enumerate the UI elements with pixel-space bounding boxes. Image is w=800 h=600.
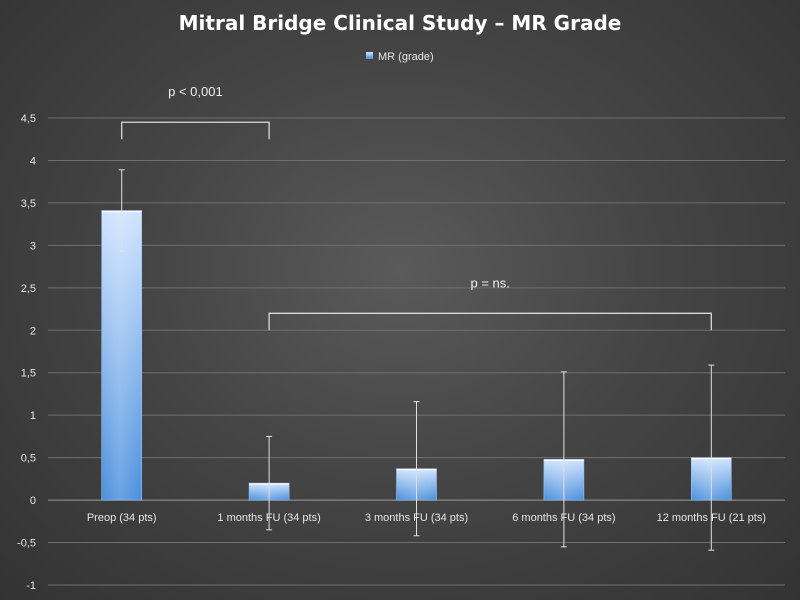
- significance-bracket: [121, 121, 270, 140]
- y-tick-label: 3,5: [21, 198, 36, 210]
- y-tick-label: 2: [30, 325, 36, 337]
- x-tick-label: 12 months FU (21 pts): [657, 512, 766, 524]
- bar-highlight: [101, 210, 142, 501]
- legend-label: MR (grade): [378, 51, 434, 63]
- legend-swatch: [366, 52, 373, 59]
- error-bars: [118, 169, 715, 551]
- x-tick-label: 3 months FU (34 pts): [365, 512, 468, 524]
- significance-label: p = ns.: [471, 275, 510, 290]
- bars: [101, 210, 732, 501]
- y-tick-label: -1: [26, 580, 36, 592]
- y-tick-label: 0: [30, 495, 36, 507]
- significance-annotations: p < 0,001 p = ns.: [121, 84, 712, 331]
- x-tick-label: Preop (34 pts): [87, 512, 157, 524]
- y-tick-label: 1: [30, 410, 36, 422]
- y-tick-label: 4: [30, 155, 36, 167]
- y-tick-label: 3: [30, 240, 36, 252]
- x-axis-labels: Preop (34 pts) 1 months FU (34 pts) 3 mont…: [87, 512, 766, 524]
- legend: MR (grade): [366, 51, 434, 63]
- y-axis-ticks: -1 -0,5 0 0,5 1 1,5 2 2,5 3 3,5 4 4,5: [17, 113, 36, 592]
- significance-label: p < 0,001: [168, 84, 223, 99]
- y-tick-label: 4,5: [21, 113, 36, 125]
- y-tick-label: 1,5: [21, 368, 36, 380]
- y-tick-label: 0,5: [21, 453, 36, 465]
- y-tick-label: 2,5: [21, 283, 36, 295]
- significance-bracket: [268, 312, 712, 331]
- y-tick-label: -0,5: [17, 538, 36, 550]
- x-tick-label: 1 months FU (34 pts): [217, 512, 320, 524]
- x-tick-label: 6 months FU (34 pts): [512, 512, 615, 524]
- chart-title: Mitral Bridge Clinical Study – MR Grade: [179, 11, 622, 35]
